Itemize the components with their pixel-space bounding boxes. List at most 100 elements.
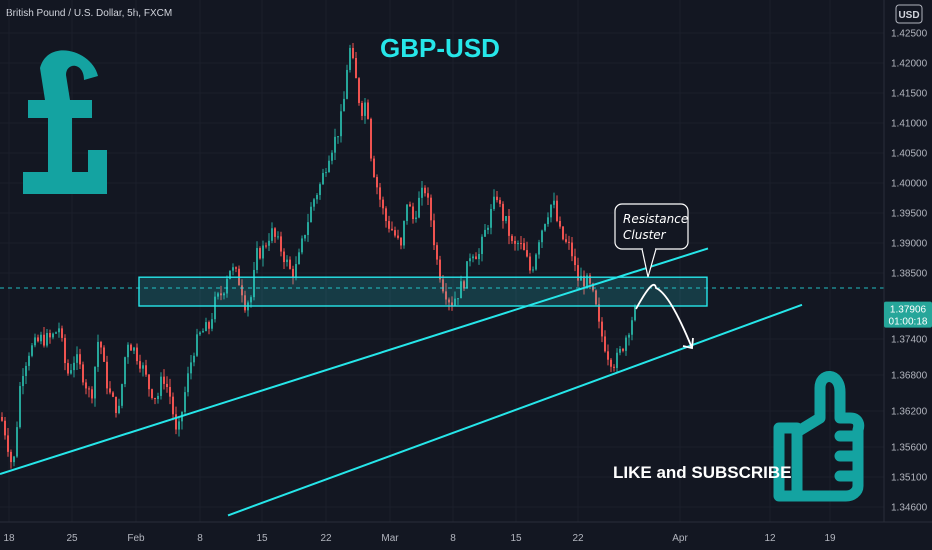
candle: [94, 366, 96, 407]
candle: [361, 100, 363, 121]
candle: [85, 379, 87, 395]
candle: [346, 64, 348, 100]
candle: [475, 252, 477, 260]
current-price-countdown: 01:00:18: [889, 317, 928, 328]
candle: [175, 406, 177, 435]
candle: [274, 227, 276, 243]
x-tick-label: 18: [3, 533, 15, 544]
candle: [178, 416, 180, 437]
candle: [97, 334, 99, 372]
candle: [79, 348, 81, 370]
candle: [280, 231, 282, 257]
candle: [526, 241, 528, 258]
chart-grid: [0, 0, 884, 522]
candle: [103, 345, 105, 363]
candle: [76, 346, 78, 371]
candle: [403, 220, 405, 249]
candle: [457, 298, 459, 305]
candle: [64, 334, 66, 371]
candle: [430, 194, 432, 227]
candle: [127, 342, 129, 364]
candle: [421, 181, 423, 206]
symbol-label: British Pound / U.S. Dollar, 5h, FXCM: [6, 8, 172, 19]
candle: [25, 362, 27, 385]
candle: [613, 364, 615, 372]
candle: [220, 285, 222, 301]
candle: [106, 355, 108, 395]
candle: [433, 213, 435, 250]
candle: [151, 388, 153, 400]
candle: [619, 345, 621, 356]
candle: [136, 343, 138, 365]
like-subscribe-text: LIKE and SUBSCRIBE: [613, 463, 792, 482]
candle: [610, 358, 612, 372]
candle: [523, 238, 525, 251]
candle: [208, 320, 210, 335]
candle: [559, 216, 561, 229]
currency-button[interactable]: USD: [895, 4, 923, 24]
candle: [292, 265, 294, 285]
candle: [277, 231, 279, 240]
x-tick-label: 19: [824, 533, 836, 544]
candle: [112, 391, 114, 398]
candle: [601, 317, 603, 343]
price-axis-labels: 1.34600 1.35100 1.35600 1.36200 1.36800 1.374…: [891, 29, 928, 514]
candle: [379, 183, 381, 208]
candle: [61, 325, 63, 342]
candle: [118, 398, 120, 415]
candle: [607, 344, 609, 366]
candle: [229, 270, 231, 280]
candle: [4, 417, 6, 440]
candle: [190, 354, 192, 380]
y-tick-label: 1.36800: [891, 371, 928, 382]
y-tick-label: 1.35600: [891, 443, 928, 454]
candles: [1, 42, 636, 469]
candle: [352, 42, 354, 60]
candle: [256, 241, 258, 274]
candle: [214, 291, 216, 323]
current-price-value: 1.37906: [890, 305, 927, 316]
callout-line-2: Cluster: [623, 228, 667, 242]
candle: [529, 252, 531, 274]
candle: [304, 234, 306, 242]
candle: [367, 99, 369, 120]
candle: [259, 246, 261, 260]
candle: [184, 386, 186, 416]
candle: [166, 376, 168, 393]
candle: [22, 368, 24, 395]
projection-arrow: [635, 283, 693, 349]
candle: [82, 361, 84, 386]
candle: [442, 275, 444, 294]
y-tick-label: 1.36200: [891, 407, 928, 418]
candle: [325, 167, 327, 177]
candle: [226, 275, 228, 298]
candle: [376, 174, 378, 195]
candle: [115, 396, 117, 418]
candle: [349, 44, 351, 73]
candle: [547, 212, 549, 227]
candle: [409, 201, 411, 207]
candle: [499, 197, 501, 208]
candle: [283, 248, 285, 270]
candle: [121, 383, 123, 409]
candle: [577, 257, 579, 287]
candle: [622, 347, 624, 353]
y-tick-label: 1.39000: [891, 239, 928, 250]
candle: [331, 150, 333, 165]
candle: [490, 204, 492, 235]
y-tick-label: 1.41000: [891, 119, 928, 130]
candle: [19, 381, 21, 429]
candle: [295, 256, 297, 281]
candle: [451, 296, 453, 311]
x-tick-label: Apr: [672, 533, 688, 544]
candle: [73, 356, 75, 378]
candle: [604, 330, 606, 353]
candle: [265, 242, 267, 249]
candle: [472, 254, 474, 263]
candle: [262, 240, 264, 267]
candle: [148, 373, 150, 397]
candle: [193, 352, 195, 367]
candle: [634, 304, 636, 322]
callout-box: [614, 203, 689, 250]
